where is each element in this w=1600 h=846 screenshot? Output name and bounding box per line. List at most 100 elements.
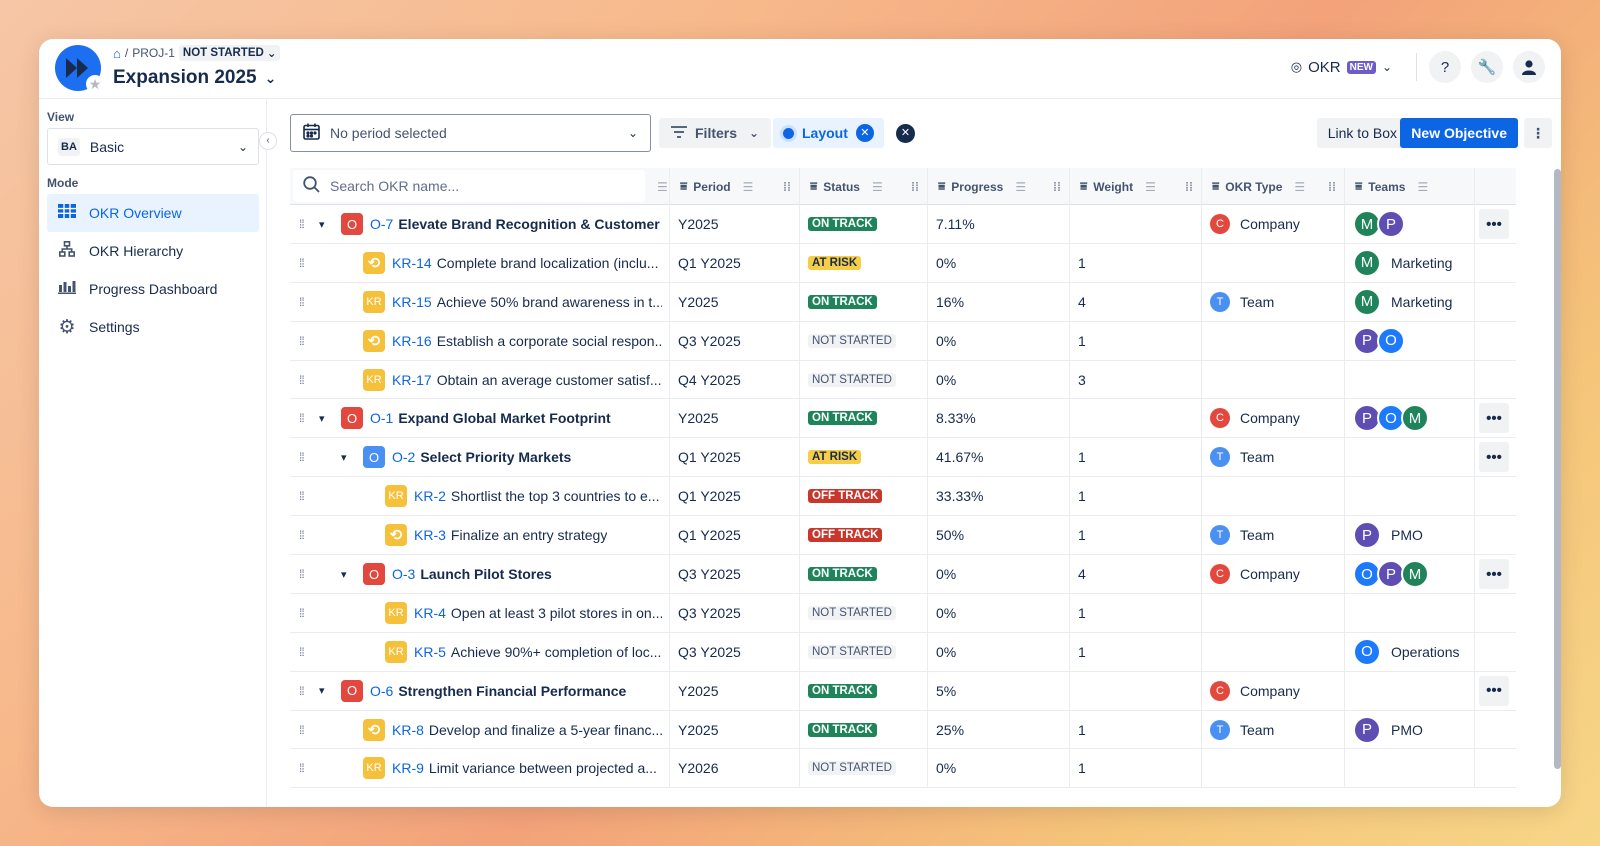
status-cell[interactable]: ON TRACK	[800, 399, 928, 438]
period-cell[interactable]: Q3 Y2025	[670, 632, 800, 671]
teams-cell[interactable]: M Marketing	[1345, 282, 1475, 321]
drag-handle-icon[interactable]: ⁞⁞	[299, 255, 305, 270]
row-more-button[interactable]: •••	[1479, 559, 1509, 590]
okr-key[interactable]: KR-4	[414, 604, 446, 621]
okr-key[interactable]: O-3	[392, 566, 416, 583]
okr-key[interactable]: KR-5	[414, 643, 446, 660]
okr-title[interactable]: Launch Pilot Stores	[420, 566, 552, 583]
period-cell[interactable]: Y2025	[670, 710, 800, 749]
okr-type-cell[interactable]: C Company	[1202, 399, 1345, 438]
okr-type-cell[interactable]: C Company	[1202, 671, 1345, 710]
weight-cell[interactable]: 1	[1070, 632, 1202, 671]
table-row[interactable]: ⁞⁞ KR KR-9 Limit variance between projected…	[290, 749, 1516, 789]
okr-name[interactable]: ⟲ KR-16 Establish a corporate social respo…	[363, 322, 662, 360]
drag-handle-icon[interactable]: ⁞⁞	[783, 179, 791, 194]
period-select[interactable]: No period selected ⌄	[290, 114, 651, 152]
okr-type-cell[interactable]: T Team	[1202, 438, 1345, 477]
okr-type-cell[interactable]	[1202, 243, 1345, 282]
weight-cell[interactable]: 1	[1070, 710, 1202, 749]
vertical-scrollbar[interactable]	[1554, 169, 1561, 769]
teams-cell[interactable]	[1345, 477, 1475, 516]
drag-handle-icon[interactable]: ⁞⁞	[299, 644, 305, 659]
new-objective-button[interactable]: New Objective	[1400, 118, 1518, 148]
okr-type-cell[interactable]: T Team	[1202, 282, 1345, 321]
okr-key[interactable]: KR-3	[414, 527, 446, 544]
okr-name[interactable]: O O-3 Launch Pilot Stores	[363, 555, 552, 593]
column-menu-icon[interactable]: ☰	[1294, 179, 1306, 194]
okr-type-cell[interactable]: C Company	[1202, 205, 1345, 243]
avatar[interactable]: M	[1353, 248, 1381, 277]
progress-cell[interactable]: 8.33%	[928, 399, 1070, 438]
column-header-okr-type[interactable]: ⩸ OKR Type ☰ ⁞⁞	[1202, 168, 1345, 205]
column-menu-icon[interactable]: ☰	[1015, 179, 1027, 194]
okr-key[interactable]: KR-16	[392, 332, 432, 349]
help-button[interactable]: ?	[1429, 51, 1461, 83]
teams-cell[interactable]: P PMO	[1345, 516, 1475, 555]
status-cell[interactable]: ON TRACK	[800, 282, 928, 321]
okr-name[interactable]: O O-6 Strengthen Financial Performance	[341, 672, 626, 710]
status-cell[interactable]: AT RISK	[800, 438, 928, 477]
weight-cell[interactable]	[1070, 671, 1202, 710]
breadcrumb-project[interactable]: PROJ-1	[132, 46, 175, 60]
status-cell[interactable]: NOT STARTED	[800, 593, 928, 632]
avatar[interactable]: P	[1377, 210, 1405, 238]
column-menu-icon[interactable]: ☰	[1417, 179, 1429, 194]
okr-type-cell[interactable]: T Team	[1202, 710, 1345, 749]
period-cell[interactable]: Y2025	[670, 282, 800, 321]
avatar[interactable]: P	[1353, 326, 1381, 355]
column-menu-icon[interactable]: ☰	[742, 179, 754, 194]
period-cell[interactable]: Q1 Y2025	[670, 477, 800, 516]
okr-type-cell[interactable]: C Company	[1202, 555, 1345, 594]
avatar[interactable]: M	[1401, 560, 1429, 589]
table-row[interactable]: ⁞⁞ KR KR-17 Obtain an average customer sati…	[290, 360, 1516, 400]
period-cell[interactable]: Y2025	[670, 205, 800, 243]
okr-name[interactable]: ⟲ KR-3 Finalize an entry strategy	[385, 516, 607, 554]
okr-title[interactable]: Elevate Brand Recognition & Customer ...	[398, 216, 662, 232]
drag-handle-icon[interactable]: ⁞⁞	[1185, 179, 1193, 194]
okr-type-cell[interactable]	[1202, 321, 1345, 360]
okr-key[interactable]: KR-9	[392, 760, 424, 777]
column-header-period[interactable]: ⩸ Period ☰ ⁞⁞	[670, 168, 800, 205]
chevron-down-icon[interactable]: ▾	[319, 685, 325, 698]
okr-title[interactable]: Complete brand localization (inclu...	[436, 254, 659, 271]
period-cell[interactable]: Y2026	[670, 749, 800, 788]
drag-handle-icon[interactable]: ⁞⁞	[299, 761, 305, 776]
okr-title[interactable]: Expand Global Market Footprint	[398, 410, 611, 427]
avatar[interactable]: P	[1353, 715, 1381, 744]
okr-app-switcher[interactable]: ◎ OKR NEW ⌄	[1291, 59, 1392, 76]
drag-handle-icon[interactable]: ⁞⁞	[1053, 179, 1061, 194]
status-cell[interactable]: NOT STARTED	[800, 360, 928, 399]
table-row[interactable]: ⁞⁞ ▾ O O-3 Launch Pilot Stores Q3 Y2025 ON TRA…	[290, 555, 1516, 594]
weight-cell[interactable]: 4	[1070, 555, 1202, 594]
okr-title[interactable]: Establish a corporate social respon...	[436, 332, 662, 349]
period-cell[interactable]: Q1 Y2025	[670, 438, 800, 477]
table-row[interactable]: ⁞⁞ ▾ O O-1 Expand Global Market Footprint Y20…	[290, 399, 1516, 439]
drag-handle-icon[interactable]: ⁞⁞	[299, 722, 305, 737]
project-title[interactable]: Expansion 2025 ⌄	[113, 67, 276, 89]
table-row[interactable]: ⁞⁞ ⟲ KR-8 Develop and finalize a 5-year fin…	[290, 710, 1516, 750]
drag-handle-icon[interactable]: ⁞⁞	[299, 489, 305, 504]
okr-name[interactable]: ⟲ KR-8 Develop and finalize a 5-year finan…	[363, 711, 662, 749]
progress-cell[interactable]: 50%	[928, 516, 1070, 555]
progress-cell[interactable]: 0%	[928, 593, 1070, 632]
teams-cell[interactable]	[1345, 438, 1475, 477]
progress-cell[interactable]: 0%	[928, 360, 1070, 399]
status-cell[interactable]: ON TRACK	[800, 710, 928, 749]
column-header-progress[interactable]: ⩸ Progress ☰ ⁞⁞	[928, 168, 1070, 205]
teams-cell[interactable]	[1345, 593, 1475, 632]
okr-title[interactable]: Open at least 3 pilot stores in on...	[450, 604, 662, 621]
column-menu-icon[interactable]: ☰	[871, 179, 883, 194]
okr-name[interactable]: ⟲ KR-14 Complete brand localization (inclu…	[363, 244, 658, 282]
okr-key[interactable]: KR-2	[414, 488, 446, 505]
weight-cell[interactable]	[1070, 205, 1202, 243]
status-cell[interactable]: ON TRACK	[800, 555, 928, 594]
row-more-button[interactable]: •••	[1479, 403, 1509, 434]
star-icon[interactable]: ★	[86, 75, 104, 93]
okr-title[interactable]: Develop and finalize a 5-year financ...	[428, 721, 662, 738]
weight-cell[interactable]: 1	[1070, 516, 1202, 555]
okr-key[interactable]: O-7	[370, 216, 394, 232]
avatar[interactable]: M	[1401, 404, 1429, 433]
okr-name[interactable]: KR KR-4 Open at least 3 pilot stores in on…	[385, 594, 662, 632]
period-cell[interactable]: Y2025	[670, 671, 800, 710]
